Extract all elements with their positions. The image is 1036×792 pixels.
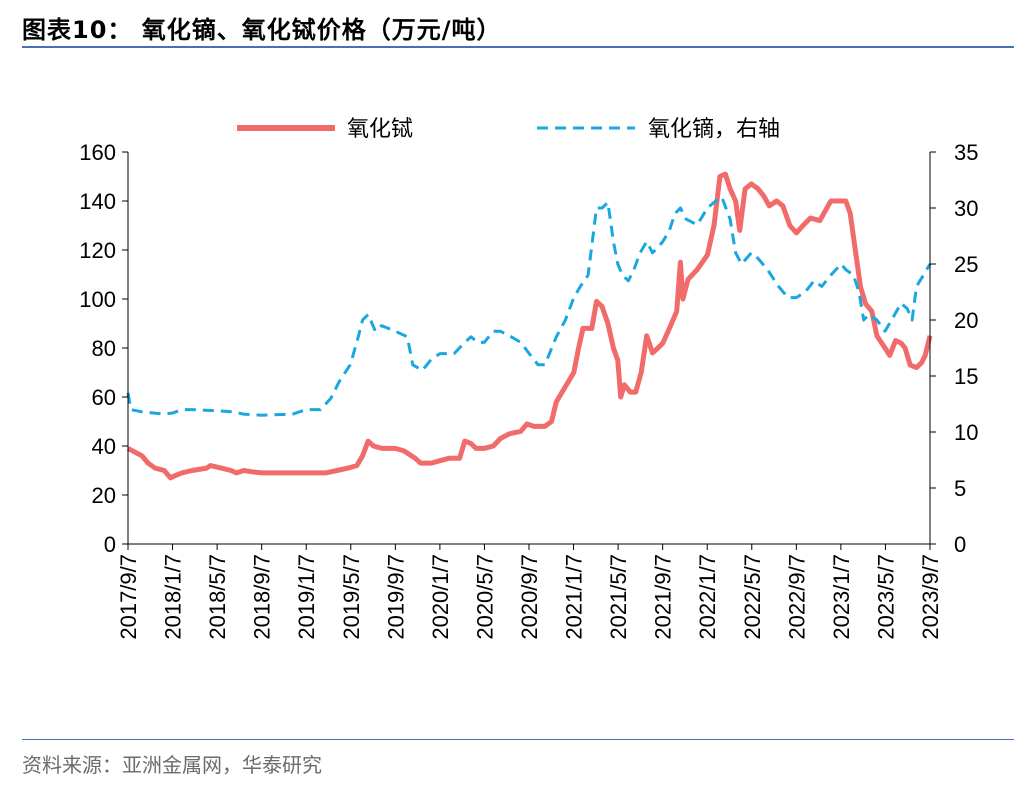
y-right-tick-label: 20 [954, 308, 978, 333]
y-right-tick-label: 30 [954, 196, 978, 221]
y-left-tick-label: 100 [79, 287, 116, 312]
axes-layer: 0 20 40 60 80 100 120 140 160 0 5 10 15 20 25 30 35 2017/… [79, 140, 978, 640]
x-tick-label: 2018/1/7 [161, 554, 186, 640]
x-tick-label: 2019/5/7 [339, 554, 364, 640]
y-left-tick-label: 20 [92, 483, 116, 508]
x-tick-label: 2023/1/7 [829, 554, 854, 640]
x-tick-label: 2020/1/7 [428, 554, 453, 640]
x-tick-label: 2022/5/7 [740, 554, 765, 640]
legend: 氧化铽 氧化镝，右轴 [237, 117, 780, 142]
y-right-tick-label: 15 [954, 364, 978, 389]
x-tick-label: 2017/9/7 [116, 554, 141, 640]
chart: 0 20 40 60 80 100 120 140 160 0 5 10 15 20 25 30 35 2017/… [79, 117, 978, 640]
chart-title: 图表10： 氧化镝、氧化铽价格（万元/吨） [22, 16, 502, 44]
series-line-terbium [126, 171, 933, 481]
y-right-tick-label: 10 [954, 420, 978, 445]
y-left-tick-label: 80 [92, 336, 116, 361]
x-tick-label: 2021/5/7 [606, 554, 631, 640]
y-left-tick-label: 140 [79, 189, 116, 214]
y-left-tick-label: 40 [92, 434, 116, 459]
y-right-tick-label: 35 [954, 140, 978, 165]
x-tick-label: 2018/5/7 [205, 554, 230, 640]
x-tick-label: 2019/1/7 [294, 554, 319, 640]
x-tick-label: 2021/9/7 [651, 554, 676, 640]
x-tick-label: 2022/9/7 [784, 554, 809, 640]
x-tick-label: 2023/9/7 [918, 554, 943, 640]
footer-divider [22, 739, 1014, 740]
y-right-tick-label: 25 [954, 252, 978, 277]
y-right-tick-label: 0 [954, 532, 966, 557]
y-right-tick-label: 5 [954, 476, 966, 501]
y-left-tick-label: 60 [92, 385, 116, 410]
x-tick-label: 2019/9/7 [383, 554, 408, 640]
x-tick-label: 2020/5/7 [472, 554, 497, 640]
y-left-tick-label: 160 [79, 140, 116, 165]
y-left-tick-label: 0 [104, 532, 116, 557]
legend-label-dysprosium: 氧化镝，右轴 [648, 117, 780, 142]
y-left-tick-label: 120 [79, 238, 116, 263]
title-divider [22, 46, 1014, 48]
x-tick-label: 2022/1/7 [695, 554, 720, 640]
x-tick-label: 2021/1/7 [562, 554, 587, 640]
series-line-dysprosium [126, 195, 932, 417]
x-tick-label: 2020/9/7 [517, 554, 542, 640]
legend-label-terbium: 氧化铽 [347, 117, 413, 142]
x-tick-label: 2018/9/7 [250, 554, 275, 640]
x-tick-label: 2023/5/7 [873, 554, 898, 640]
source-note: 资料来源：亚洲金属网，华泰研究 [22, 753, 322, 777]
series-layer [126, 171, 933, 481]
